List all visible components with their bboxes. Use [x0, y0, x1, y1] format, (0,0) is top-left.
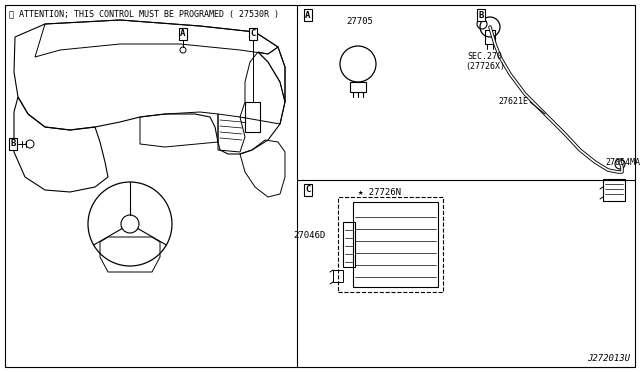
Text: C: C [250, 29, 256, 38]
Text: 27046D: 27046D [294, 231, 326, 240]
Text: 27705: 27705 [347, 17, 373, 26]
Bar [333, 270, 343, 282]
Bar [353, 202, 438, 287]
Text: 27054MA: 27054MA [605, 158, 640, 167]
Text: SEC.270: SEC.270 [467, 52, 502, 61]
Text: A: A [180, 29, 186, 38]
Bar [350, 82, 366, 92]
Bar [343, 222, 355, 267]
Text: 27621E: 27621E [498, 97, 528, 106]
Text: B: B [478, 10, 484, 19]
Text: ★ 27726N: ★ 27726N [358, 188, 401, 197]
Text: C: C [305, 186, 310, 195]
Bar [245, 102, 260, 132]
Text: J272013U: J272013U [587, 354, 630, 363]
Bar [485, 30, 495, 44]
Text: B: B [10, 140, 16, 148]
Bar [603, 179, 625, 201]
Text: ※ ATTENTION; THIS CONTROL MUST BE PROGRAMED ( 27530R ): ※ ATTENTION; THIS CONTROL MUST BE PROGRA… [9, 9, 279, 18]
Text: (27726X): (27726X) [465, 62, 505, 71]
Bar [338, 197, 443, 292]
Text: A: A [305, 10, 310, 19]
